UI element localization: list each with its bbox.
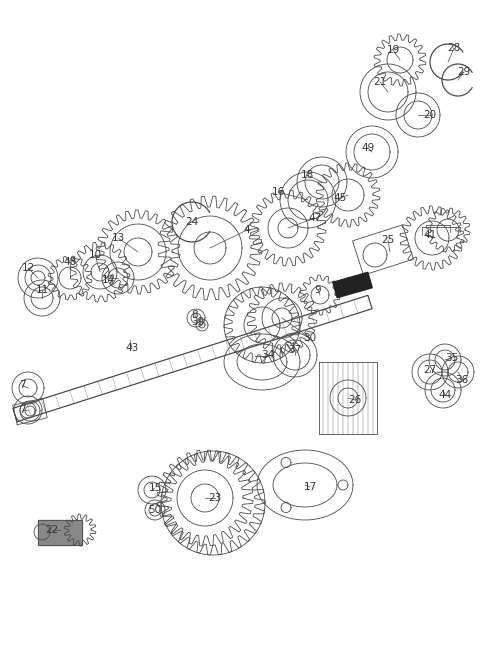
Text: 44: 44 [438, 390, 452, 400]
Polygon shape [13, 398, 47, 424]
Polygon shape [333, 272, 372, 297]
Text: 23: 23 [208, 493, 222, 503]
Text: 10: 10 [88, 250, 102, 260]
Text: 18: 18 [300, 170, 313, 180]
Polygon shape [319, 362, 377, 434]
Text: 24: 24 [185, 217, 199, 227]
Text: 50: 50 [148, 505, 162, 515]
Text: 43: 43 [125, 343, 139, 353]
Text: 36: 36 [456, 375, 468, 385]
Polygon shape [257, 450, 353, 520]
Text: 7: 7 [19, 380, 25, 390]
Text: 37: 37 [288, 345, 301, 355]
Polygon shape [352, 225, 413, 275]
Text: 39: 39 [192, 317, 204, 327]
Text: 41: 41 [423, 230, 437, 240]
Text: 45: 45 [334, 193, 347, 203]
Text: 30: 30 [303, 333, 317, 343]
Text: 12: 12 [22, 263, 35, 273]
Text: 25: 25 [382, 235, 395, 245]
Text: 17: 17 [303, 482, 317, 492]
Polygon shape [224, 334, 300, 390]
Text: 27: 27 [423, 365, 437, 375]
Text: 21: 21 [373, 77, 386, 87]
Text: 9: 9 [315, 285, 321, 295]
Text: 26: 26 [348, 395, 361, 405]
Text: 15: 15 [148, 483, 162, 493]
Text: 35: 35 [445, 353, 458, 363]
Text: 13: 13 [111, 233, 125, 243]
Polygon shape [38, 520, 82, 545]
Text: 14: 14 [101, 275, 115, 285]
Text: 49: 49 [361, 143, 374, 153]
Text: 48: 48 [63, 257, 77, 267]
Text: 47: 47 [308, 213, 322, 223]
Text: 28: 28 [447, 43, 461, 53]
Text: 7: 7 [19, 405, 25, 415]
Text: 19: 19 [386, 45, 400, 55]
Text: 22: 22 [46, 525, 59, 535]
Text: 8: 8 [192, 310, 198, 320]
Text: 16: 16 [271, 187, 285, 197]
Polygon shape [13, 295, 372, 422]
Text: 34: 34 [262, 350, 275, 360]
Text: 29: 29 [457, 67, 470, 77]
Text: 20: 20 [423, 110, 437, 120]
Text: 4: 4 [244, 225, 250, 235]
Text: 11: 11 [36, 285, 48, 295]
